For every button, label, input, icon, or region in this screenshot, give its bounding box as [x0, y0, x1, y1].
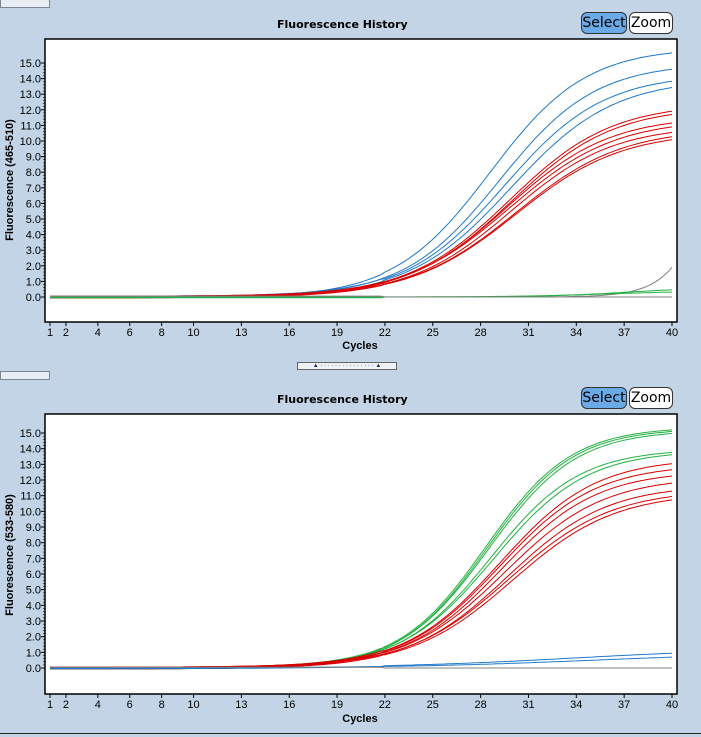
y-tick-label: 5.0: [26, 585, 41, 597]
y-tick-label: 7.0: [26, 183, 41, 195]
x-tick-label: 1: [47, 699, 53, 711]
y-tick-label: 13.0: [20, 459, 41, 471]
chart-title-top: Fluorescence History: [277, 18, 408, 31]
series-line-green-2[interactable]: [50, 291, 672, 298]
x-tick-label: 22: [379, 327, 391, 339]
x-tick-label: 1: [47, 327, 53, 339]
x-tick-label: 19: [331, 699, 343, 711]
x-tick-label: 22: [379, 699, 391, 711]
x-tick-label: 40: [666, 327, 678, 339]
y-tick-label: 2.0: [26, 632, 41, 644]
x-tick-label: 6: [127, 327, 133, 339]
x-tick-label: 4: [95, 327, 101, 339]
y-tick-label: 14.0: [20, 74, 41, 86]
x-tick-label: 16: [283, 699, 295, 711]
y-tick-label: 2.0: [26, 261, 41, 273]
y-axis-label: Fluorescence (533-580): [4, 494, 16, 616]
x-tick-label: 34: [570, 327, 582, 339]
x-tick-label: 28: [474, 699, 486, 711]
x-tick-label: 25: [427, 699, 439, 711]
x-tick-label: 25: [427, 327, 439, 339]
series-line-gray-flat[interactable]: [50, 666, 672, 669]
zoom-button-top[interactable]: Zoom: [629, 12, 673, 34]
y-tick-label: 11.0: [20, 120, 41, 132]
panel-splitter[interactable]: ▲ · · · · · · · · · · · · · · · ▲: [297, 362, 397, 370]
x-tick-label: 13: [235, 327, 247, 339]
y-tick-label: 9.0: [26, 522, 41, 534]
x-tick-label: 4: [95, 699, 101, 711]
y-tick-label: 8.0: [26, 167, 41, 179]
y-tick-label: 12.0: [20, 475, 41, 487]
y-tick-label: 6.0: [26, 569, 41, 581]
y-tick-label: 3.0: [26, 616, 41, 628]
y-tick-label: 5.0: [26, 214, 41, 226]
y-tick-label: 0.0: [26, 663, 41, 675]
y-tick-label: 0.0: [26, 292, 41, 304]
y-tick-label: 4.0: [26, 230, 41, 242]
y-tick-label: 15.0: [20, 428, 41, 440]
x-tick-label: 2: [63, 699, 69, 711]
panel-tab-top[interactable]: [0, 0, 50, 8]
x-tick-label: 2: [63, 327, 69, 339]
y-tick-label: 4.0: [26, 600, 41, 612]
select-button-top[interactable]: Select: [581, 12, 627, 34]
x-tick-label: 31: [522, 699, 534, 711]
y-tick-label: 15.0: [20, 58, 41, 70]
x-tick-label: 10: [187, 327, 199, 339]
plot-area[interactable]: [44, 413, 678, 695]
y-tick-label: 10.0: [20, 506, 41, 518]
select-button-bottom[interactable]: Select: [581, 387, 627, 409]
y-tick-label: 1.0: [26, 647, 41, 659]
x-tick-label: 28: [474, 327, 486, 339]
x-tick-label: 37: [618, 699, 630, 711]
x-tick-label: 37: [618, 327, 630, 339]
y-tick-label: 13.0: [20, 89, 41, 101]
x-tick-label: 19: [331, 327, 343, 339]
x-tick-label: 10: [187, 699, 199, 711]
x-axis-label: Cycles: [342, 713, 377, 725]
y-tick-label: 14.0: [20, 444, 41, 456]
y-tick-label: 12.0: [20, 105, 41, 117]
x-tick-label: 13: [235, 699, 247, 711]
y-tick-label: 6.0: [26, 198, 41, 210]
y-tick-label: 3.0: [26, 245, 41, 257]
y-tick-label: 7.0: [26, 553, 41, 565]
y-tick-label: 9.0: [26, 152, 41, 164]
chart-title-bottom: Fluorescence History: [277, 393, 408, 406]
y-tick-label: 11.0: [20, 491, 41, 503]
y-tick-label: 10.0: [20, 136, 41, 148]
y-tick-label: 1.0: [26, 276, 41, 288]
bottom-border: [0, 733, 701, 734]
y-tick-label: 8.0: [26, 538, 41, 550]
panel-tab-bottom[interactable]: [0, 371, 50, 380]
x-axis-label: Cycles: [342, 340, 377, 352]
x-tick-label: 6: [127, 699, 133, 711]
x-tick-label: 16: [283, 327, 295, 339]
fluorescence-chart-top[interactable]: 0.01.02.03.04.05.06.07.08.09.010.011.012…: [0, 0, 701, 360]
series-line-gray-flat[interactable]: [50, 295, 672, 298]
y-axis-label: Fluorescence (465-510): [4, 119, 16, 241]
x-tick-label: 34: [570, 699, 582, 711]
x-tick-label: 8: [159, 699, 165, 711]
x-tick-label: 40: [666, 699, 678, 711]
x-tick-label: 31: [522, 327, 534, 339]
x-tick-label: 8: [159, 327, 165, 339]
zoom-button-bottom[interactable]: Zoom: [629, 387, 673, 409]
